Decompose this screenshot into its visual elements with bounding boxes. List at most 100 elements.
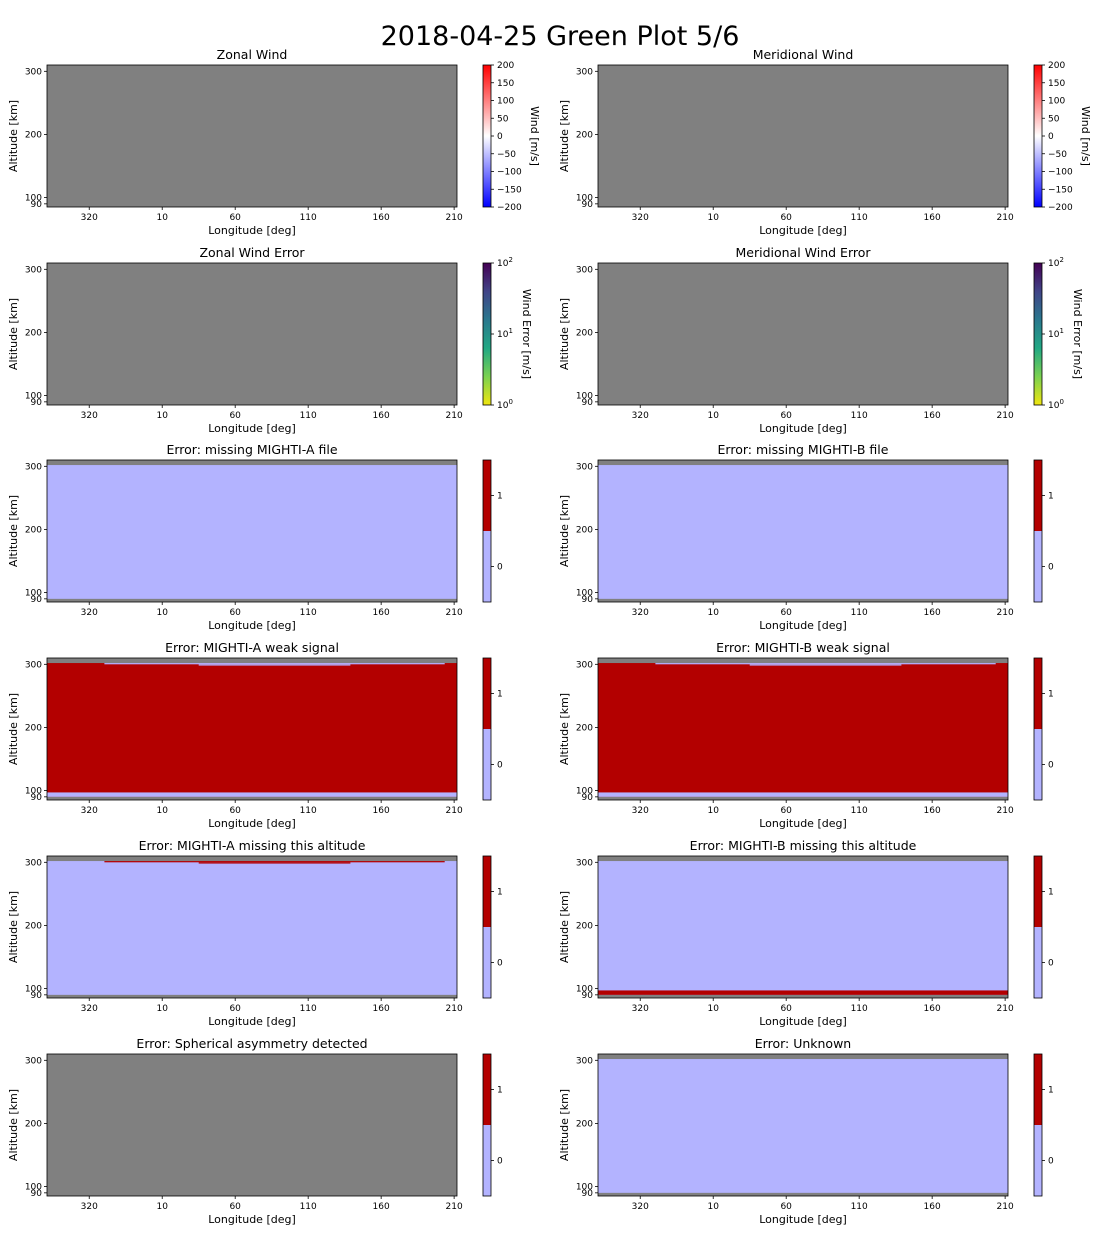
heatmap-cell-flag-1 [598,663,1008,797]
x-tick-label: 10 [707,1004,719,1014]
colorbar-tick-label: 0 [1048,761,1054,771]
chart-title: Error: Unknown [755,1036,851,1051]
x-tick-label: 320 [81,1004,98,1014]
chart-title: Error: MIGHTI-A weak signal [165,640,339,655]
colorbar-tick-label: −50 [1048,150,1067,160]
x-tick-label: 10 [156,806,168,816]
y-tick-label: 200 [25,328,42,338]
chart-panel: Zonal Wind Error 320 10 60 110 160 210 Longitud… [7,245,533,435]
x-tick-label: 60 [780,1202,792,1212]
x-tick-label: 320 [81,806,98,816]
colorbar-tick-label: 0 [1048,959,1054,969]
x-tick-label: 160 [924,608,941,618]
y-tick-label: 200 [576,130,593,140]
colorbar-gradient [1034,263,1042,405]
x-tick-label: 110 [851,1004,868,1014]
y-axis-label: Altitude [km] [7,891,20,963]
colorbar-tick-label: 100 [1048,97,1065,107]
colorbar-segment-1 [483,460,491,531]
x-tick-label: 10 [707,1202,719,1212]
y-axis-label: Altitude [km] [7,693,20,765]
x-tick-label: 60 [229,1004,241,1014]
y-tick-label: 300 [576,858,593,868]
chart-title: Error: MIGHTI-B missing this altitude [690,838,917,853]
y-tick-label: 300 [576,1056,593,1066]
axes-frame [46,64,458,208]
colorbar-tick-label: 200 [497,61,514,71]
heatmap-cell-flag-1 [104,861,445,863]
x-tick-label: 10 [156,1202,168,1212]
colorbar-segment-1 [483,856,491,927]
x-tick-label: 210 [446,1202,463,1212]
heatmap-cell-flag-0 [598,792,1008,797]
colorbar-tick-label: 102 [1048,256,1064,269]
chart-title: Zonal Wind Error [199,245,305,260]
x-tick-label: 160 [373,411,390,421]
y-tick-label: 90 [582,1189,594,1199]
axes-frame [597,657,1009,801]
x-tick-label: 160 [373,1004,390,1014]
chart-panel: Error: MIGHTI-B missing this altitude 320… [558,838,1054,1028]
x-axis-label: Longitude [deg] [208,817,296,830]
y-tick-label: 300 [25,265,42,275]
x-tick-label: 320 [632,806,649,816]
x-tick-label: 60 [780,411,792,421]
axes-frame [46,657,458,801]
colorbar-tick-label: 1 [1048,1086,1054,1096]
chart-title: Meridional Wind [753,47,854,62]
colorbar-segment-1 [483,658,491,729]
x-tick-label: 10 [707,806,719,816]
y-axis-label: Altitude [km] [558,1089,571,1161]
x-tick-label: 210 [997,1004,1014,1014]
y-tick-label: 300 [576,265,593,275]
colorbar-frame [1033,459,1043,603]
heatmap-cell-missing [47,1054,457,1196]
x-tick-label: 110 [300,1202,317,1212]
x-tick-label: 210 [997,1202,1014,1212]
colorbar-frame [482,459,492,603]
axes-frame [46,459,458,603]
x-tick-label: 320 [632,411,649,421]
colorbar-tick-label: 0 [1048,132,1054,142]
colorbar-tick-label: 1 [1048,888,1054,898]
x-axis-label: Longitude [deg] [759,1213,847,1226]
y-tick-label: 100 [25,194,42,204]
x-tick-label: 210 [997,608,1014,618]
y-tick-label: 100 [576,787,593,797]
colorbar-segment-0 [1034,531,1042,602]
x-axis-label: Longitude [deg] [759,817,847,830]
colorbar-tick-label: 100 [1048,398,1064,411]
heatmap-cell-missing [598,65,1008,207]
x-tick-label: 60 [229,411,241,421]
x-tick-label: 210 [446,608,463,618]
colorbar: 10 [482,657,503,801]
x-tick-label: 60 [229,608,241,618]
x-tick-label: 60 [229,806,241,816]
x-tick-label: 10 [156,411,168,421]
colorbar-tick-label: 102 [497,256,513,269]
colorbar-tick-label: −200 [497,203,522,213]
y-tick-label: 200 [25,921,42,931]
x-tick-label: 10 [156,1004,168,1014]
colorbar-tick-label: 0 [1048,1157,1054,1167]
chart-title: Meridional Wind Error [735,245,871,260]
y-tick-label: 100 [25,787,42,797]
colorbar-tick-label: 1 [1048,492,1054,502]
x-tick-label: 160 [373,213,390,223]
x-axis-label: Longitude [deg] [759,1015,847,1028]
x-tick-label: 110 [851,1202,868,1212]
chart-panel: Error: MIGHTI-A missing this altitude 320… [7,838,503,1028]
colorbar: 10 [482,855,503,999]
heatmap-cell-flag-1 [598,990,1008,995]
y-tick-label: 90 [31,793,43,803]
x-tick-label: 110 [300,806,317,816]
colorbar-tick-label: 1 [1048,690,1054,700]
x-tick-label: 160 [924,411,941,421]
colorbar-frame [1033,855,1043,999]
colorbar: 10 [1033,459,1054,603]
y-tick-label: 300 [576,67,593,77]
heatmap-cell-flag-0 [598,1059,1008,1193]
